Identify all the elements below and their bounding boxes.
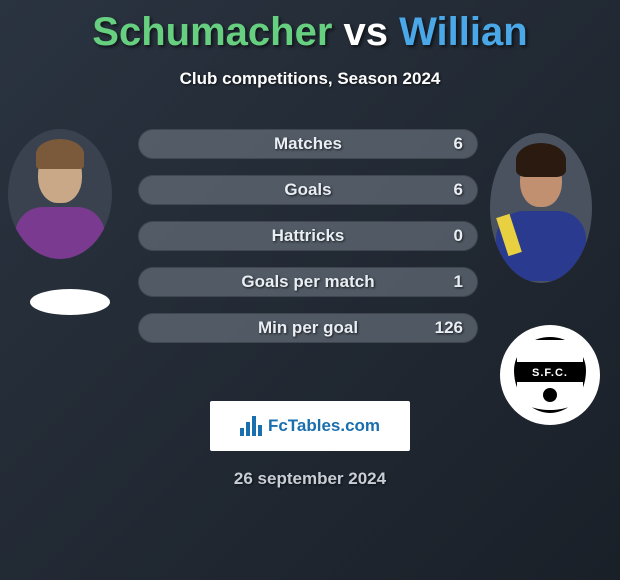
club-crest: S.F.C. [514, 337, 586, 413]
subtitle: Club competitions, Season 2024 [0, 69, 620, 89]
crest-bottom [517, 382, 583, 410]
stat-value: 0 [454, 226, 463, 246]
stat-row-goals: Goals 6 [138, 175, 478, 205]
stat-label: Goals per match [241, 272, 374, 292]
stat-row-hattricks: Hattricks 0 [138, 221, 478, 251]
player1-shirt [15, 207, 105, 259]
stat-value: 126 [435, 318, 463, 338]
content-area: S.F.C. Matches 6 Goals 6 Hattricks 0 Goa… [0, 129, 620, 343]
brand-box[interactable]: FcTables.com [210, 401, 410, 451]
comparison-title: Schumacher vs Willian [0, 0, 620, 55]
stat-value: 6 [454, 180, 463, 200]
crest-text: S.F.C. [517, 364, 583, 382]
player1-club-badge [30, 289, 110, 315]
player1-hair [36, 139, 84, 169]
stat-row-goals-per-match: Goals per match 1 [138, 267, 478, 297]
stat-label: Goals [284, 180, 331, 200]
footer-date: 26 september 2024 [0, 469, 620, 489]
stat-label: Hattricks [272, 226, 345, 246]
player2-club-badge: S.F.C. [500, 325, 600, 425]
stat-rows: Matches 6 Goals 6 Hattricks 0 Goals per … [138, 129, 478, 343]
crest-ball-icon [543, 388, 557, 402]
player2-name: Willian [399, 10, 528, 54]
player2-photo [490, 133, 592, 283]
player1-photo [8, 129, 112, 259]
stat-value: 1 [454, 272, 463, 292]
stat-label: Min per goal [258, 318, 358, 338]
stat-row-min-per-goal: Min per goal 126 [138, 313, 478, 343]
stat-label: Matches [274, 134, 342, 154]
player1-name: Schumacher [92, 10, 332, 54]
stat-value: 6 [454, 134, 463, 154]
player2-hair [516, 143, 566, 177]
vs-text: vs [344, 10, 389, 54]
crest-top [517, 340, 583, 364]
stat-row-matches: Matches 6 [138, 129, 478, 159]
brand-text: FcTables.com [268, 416, 380, 436]
bar-chart-icon [240, 416, 262, 436]
